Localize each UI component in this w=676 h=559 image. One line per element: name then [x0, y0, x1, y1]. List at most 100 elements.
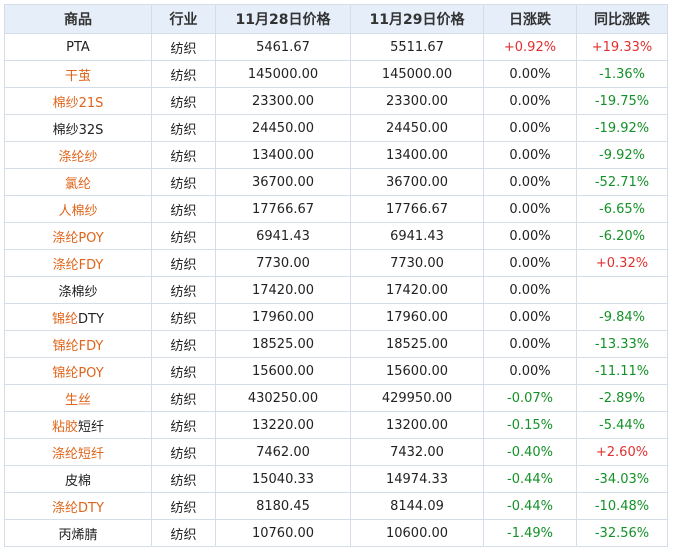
product-name[interactable]: 棉纱21S	[52, 95, 104, 111]
daily-change-cell: +0.92%	[483, 33, 577, 61]
price-1128-cell: 10760.00	[215, 519, 351, 547]
price-1129-cell: 6941.43	[350, 222, 484, 250]
table-row: PTA 纺织 5461.67 5511.67 +0.92% +19.33%	[4, 33, 668, 61]
product-name[interactable]: 涤纶FDY	[52, 257, 104, 273]
yoy-change-cell: -19.92%	[576, 114, 668, 142]
product-name-cell[interactable]: 锦纶DTY	[4, 303, 152, 331]
table-header: 商品 行业 11月28日价格 11月29日价格 日涨跌 同比涨跌	[4, 4, 668, 34]
daily-change-cell: 0.00%	[483, 222, 577, 250]
table-row: 锦纶FDY 纺织 18525.00 18525.00 0.00% -13.33%	[4, 330, 668, 358]
table-row: 锦纶DTY 纺织 17960.00 17960.00 0.00% -9.84%	[4, 303, 668, 331]
product-name-cell[interactable]: 涤纶FDY	[4, 249, 152, 277]
product-name-cell[interactable]: PTA	[4, 33, 152, 61]
product-name-cell[interactable]: 丙烯腈	[4, 519, 152, 547]
product-name-suffix: 短纤	[78, 419, 105, 435]
price-table: 商品 行业 11月28日价格 11月29日价格 日涨跌 同比涨跌 PTA 纺织 54…	[4, 4, 668, 547]
header-industry: 行业	[151, 4, 216, 34]
product-name[interactable]: PTA	[66, 39, 90, 55]
yoy-change-cell: -6.65%	[576, 195, 668, 223]
industry-cell: 纺织	[151, 276, 216, 304]
daily-change-cell: -0.44%	[483, 465, 577, 493]
yoy-change-cell: -52.71%	[576, 168, 668, 196]
product-name[interactable]: 涤纶纱	[58, 149, 98, 165]
product-name-cell[interactable]: 涤纶DTY	[4, 492, 152, 520]
daily-change-cell: 0.00%	[483, 168, 577, 196]
table-row: 棉纱32S 纺织 24450.00 24450.00 0.00% -19.92%	[4, 114, 668, 142]
price-1128-cell: 13400.00	[215, 141, 351, 169]
product-name-cell[interactable]: 棉纱32S	[4, 114, 152, 142]
yoy-change-cell: -9.84%	[576, 303, 668, 331]
price-1128-cell: 7462.00	[215, 438, 351, 466]
table-row: 涤纶DTY 纺织 8180.45 8144.09 -0.44% -10.48%	[4, 492, 668, 520]
yoy-change-cell: -5.44%	[576, 411, 668, 439]
price-1129-cell: 429950.00	[350, 384, 484, 412]
table-row: 生丝 纺织 430250.00 429950.00 -0.07% -2.89%	[4, 384, 668, 412]
yoy-change-cell: -34.03%	[576, 465, 668, 493]
product-name[interactable]: 涤纶	[52, 500, 79, 516]
industry-cell: 纺织	[151, 249, 216, 277]
industry-cell: 纺织	[151, 465, 216, 493]
price-1128-cell: 17960.00	[215, 303, 351, 331]
product-name-cell[interactable]: 人棉纱	[4, 195, 152, 223]
price-1128-cell: 23300.00	[215, 87, 351, 115]
product-name-cell[interactable]: 涤纶POY	[4, 222, 152, 250]
product-name-cell[interactable]: 干茧	[4, 60, 152, 88]
yoy-change-cell: +19.33%	[576, 33, 668, 61]
price-1129-cell: 145000.00	[350, 60, 484, 88]
product-name[interactable]: 涤纶POY	[52, 230, 104, 246]
industry-cell: 纺织	[151, 492, 216, 520]
product-name-suffix: DTY	[78, 500, 104, 516]
product-name[interactable]: 锦纶	[52, 311, 79, 327]
product-name[interactable]: 棉纱32S	[52, 122, 104, 138]
product-name-cell[interactable]: 涤纶纱	[4, 141, 152, 169]
daily-change-cell: 0.00%	[483, 114, 577, 142]
daily-change-cell: 0.00%	[483, 141, 577, 169]
product-name-cell[interactable]: 锦纶POY	[4, 357, 152, 385]
daily-change-cell: 0.00%	[483, 195, 577, 223]
industry-cell: 纺织	[151, 33, 216, 61]
product-name-cell[interactable]: 涤纶短纤	[4, 438, 152, 466]
yoy-change-cell: -1.36%	[576, 60, 668, 88]
price-1128-cell: 7730.00	[215, 249, 351, 277]
price-1129-cell: 36700.00	[350, 168, 484, 196]
daily-change-cell: 0.00%	[483, 60, 577, 88]
product-name-cell[interactable]: 涤棉纱	[4, 276, 152, 304]
product-name[interactable]: 涤纶短纤	[51, 446, 104, 462]
daily-change-cell: 0.00%	[483, 87, 577, 115]
industry-cell: 纺织	[151, 519, 216, 547]
daily-change-cell: -0.44%	[483, 492, 577, 520]
product-name-suffix: DTY	[78, 311, 104, 327]
header-price-1129: 11月29日价格	[350, 4, 484, 34]
product-name[interactable]: 粘胶	[51, 419, 78, 435]
product-name-cell[interactable]: 粘胶短纤	[4, 411, 152, 439]
price-1128-cell: 8180.45	[215, 492, 351, 520]
product-name[interactable]: 皮棉	[64, 473, 91, 489]
yoy-change-cell: -6.20%	[576, 222, 668, 250]
product-name[interactable]: 人棉纱	[58, 203, 98, 219]
yoy-change-cell: -13.33%	[576, 330, 668, 358]
industry-cell: 纺织	[151, 384, 216, 412]
price-1129-cell: 17420.00	[350, 276, 484, 304]
header-daily-change: 日涨跌	[483, 4, 577, 34]
product-name[interactable]: 锦纶FDY	[52, 338, 104, 354]
product-name[interactable]: 生丝	[64, 392, 91, 408]
table-row: 干茧 纺织 145000.00 145000.00 0.00% -1.36%	[4, 60, 668, 88]
product-name[interactable]: 丙烯腈	[58, 527, 98, 543]
yoy-change-cell: -2.89%	[576, 384, 668, 412]
product-name-cell[interactable]: 棉纱21S	[4, 87, 152, 115]
product-name[interactable]: 锦纶POY	[52, 365, 104, 381]
price-1129-cell: 5511.67	[350, 33, 484, 61]
product-name[interactable]: 涤棉纱	[58, 284, 98, 300]
price-1129-cell: 15600.00	[350, 357, 484, 385]
price-1129-cell: 7730.00	[350, 249, 484, 277]
product-name-cell[interactable]: 氯纶	[4, 168, 152, 196]
product-name-cell[interactable]: 皮棉	[4, 465, 152, 493]
product-name-cell[interactable]: 锦纶FDY	[4, 330, 152, 358]
industry-cell: 纺织	[151, 357, 216, 385]
product-name[interactable]: 氯纶	[64, 176, 91, 192]
product-name[interactable]: 干茧	[64, 68, 91, 84]
price-1128-cell: 17766.67	[215, 195, 351, 223]
table-row: 人棉纱 纺织 17766.67 17766.67 0.00% -6.65%	[4, 195, 668, 223]
product-name-cell[interactable]: 生丝	[4, 384, 152, 412]
industry-cell: 纺织	[151, 438, 216, 466]
